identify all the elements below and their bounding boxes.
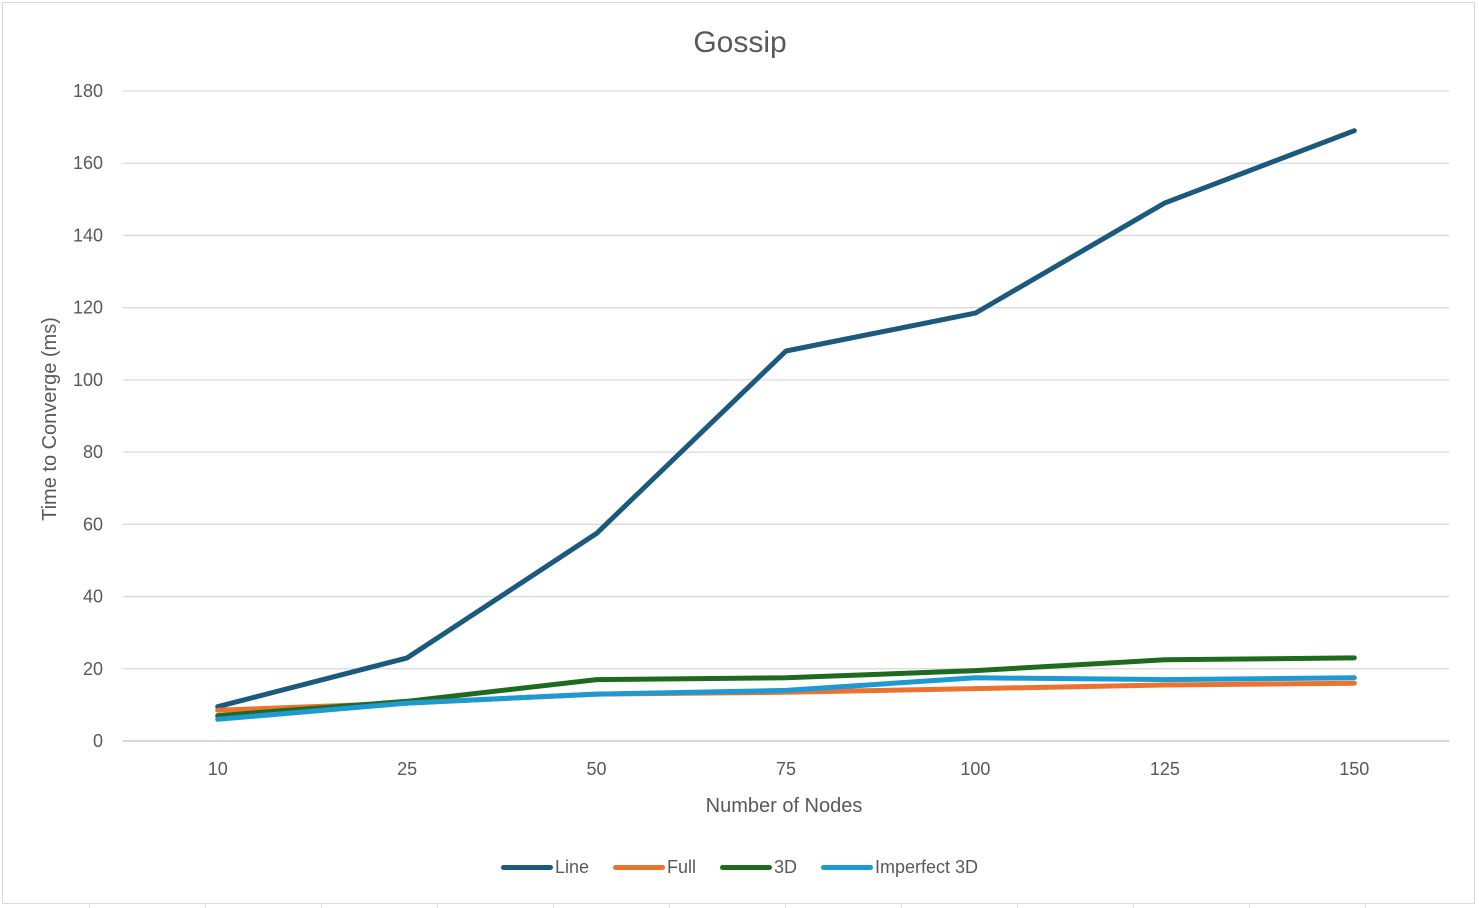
x-tick-label: 75 — [776, 759, 796, 779]
y-tick-label: 80 — [83, 442, 103, 462]
chart-title: Gossip — [693, 26, 786, 59]
y-tick-label: 20 — [83, 659, 103, 679]
legend-item-imperfect-3d: Imperfect 3D — [821, 857, 978, 878]
legend-label: Full — [666, 856, 696, 877]
sheet-gridline — [553, 904, 554, 908]
x-tick-label: 150 — [1339, 759, 1369, 779]
sheet-gridline — [785, 904, 786, 908]
legend-label: Line — [554, 856, 589, 877]
gridlines — [123, 90, 1449, 742]
sheet-gridline — [669, 904, 670, 908]
sheet-gridline — [1017, 904, 1018, 908]
y-tick-label: 140 — [73, 225, 103, 245]
sheet-gridline — [1249, 904, 1250, 908]
y-axis-label: Time to Converge (ms) — [39, 317, 61, 521]
x-axis-ticks: 10 25 50 75 100 125 150 — [208, 759, 1370, 779]
y-tick-label: 180 — [73, 81, 103, 101]
sheet-gridline — [1133, 904, 1134, 908]
legend-swatch — [719, 864, 772, 870]
legend-swatch — [500, 864, 553, 870]
legend-swatch — [612, 864, 665, 870]
sheet-gridline — [89, 904, 90, 908]
legend: Line Full 3D Imperfect 3D — [0, 856, 1479, 878]
legend-item-line: Line — [500, 856, 589, 878]
x-tick-label: 100 — [960, 759, 990, 779]
y-axis-ticks: 0 20 40 60 80 100 120 140 160 180 — [73, 81, 103, 751]
legend-swatch — [821, 864, 873, 870]
y-tick-label: 60 — [83, 514, 103, 534]
y-tick-label: 40 — [83, 587, 103, 607]
legend-label: 3D — [773, 856, 797, 877]
sheet-gridline — [205, 904, 206, 908]
sheet-gridline — [1365, 904, 1366, 908]
y-tick-label: 160 — [73, 153, 103, 173]
y-tick-label: 100 — [73, 370, 103, 390]
x-axis-label: Number of Nodes — [706, 795, 863, 817]
legend-label: Imperfect 3D — [875, 856, 979, 877]
x-tick-label: 50 — [587, 759, 607, 779]
sheet-gridline — [321, 904, 322, 908]
x-tick-label: 10 — [208, 759, 228, 779]
series-lines — [215, 128, 1357, 722]
legend-item-3d: 3D — [719, 856, 797, 878]
x-tick-label: 125 — [1150, 759, 1180, 779]
x-tick-label: 25 — [397, 759, 417, 779]
series-line-line — [215, 128, 1357, 710]
legend-item-full: Full — [612, 856, 696, 878]
y-tick-label: 0 — [93, 731, 103, 751]
sheet-gridline — [901, 904, 902, 908]
y-tick-label: 120 — [73, 298, 103, 318]
sheet-gridline — [437, 904, 438, 908]
